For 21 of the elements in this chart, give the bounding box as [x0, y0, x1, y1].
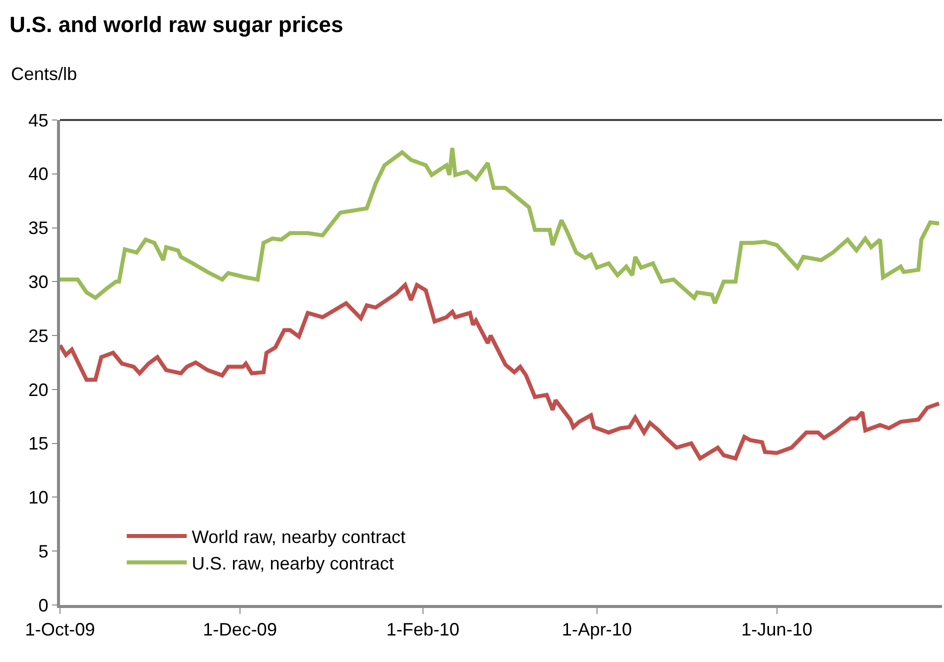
x-tick-label: 1-Oct-09 [24, 620, 96, 640]
chart-title: U.S. and world raw sugar prices [9, 12, 344, 37]
legend-label: World raw, nearby contract [192, 526, 406, 547]
x-tick-label: 1-Jun-10 [741, 620, 812, 640]
y-tick-label: 30 [28, 272, 48, 292]
y-tick-label: 45 [28, 110, 48, 130]
x-tick-label: 1-Feb-10 [386, 620, 460, 640]
y-axis-title: Cents/lb [11, 64, 78, 84]
x-tick-label: 1-Dec-09 [202, 620, 277, 640]
y-tick-label: 25 [28, 326, 48, 346]
y-tick-label: 40 [28, 164, 48, 184]
line-series [60, 146, 942, 306]
y-tick-label: 10 [28, 488, 48, 508]
legend-label: U.S. raw, nearby contract [192, 553, 394, 574]
y-tick-label: 0 [38, 595, 48, 616]
y-tick-label: 20 [28, 380, 48, 400]
line-series [60, 282, 942, 460]
y-tick-label: 5 [38, 541, 48, 562]
x-tick-label: 1-Apr-10 [562, 620, 632, 640]
y-tick-label: 15 [28, 434, 48, 454]
y-tick-label: 35 [28, 218, 48, 238]
